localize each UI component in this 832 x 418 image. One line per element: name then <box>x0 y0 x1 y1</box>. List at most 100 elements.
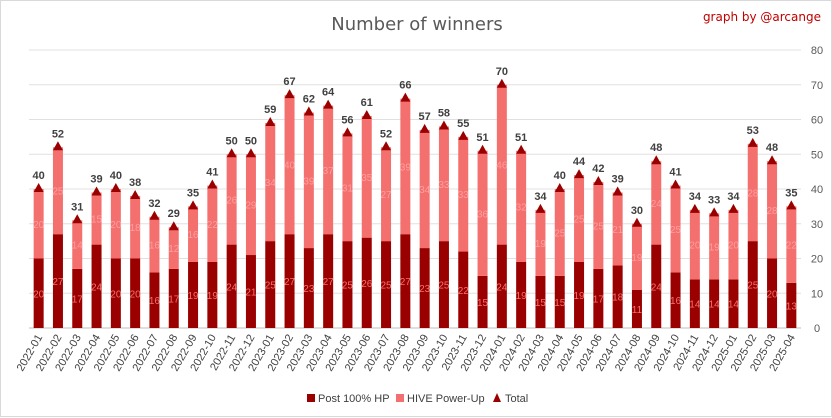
data-label-post: 27 <box>323 277 335 288</box>
data-label-total: 38 <box>129 177 141 189</box>
x-axis-ticks: 2022-012022-022022-032022-042022-052022-… <box>15 332 798 373</box>
data-label-post: 25 <box>265 281 277 292</box>
total-marker <box>130 189 141 199</box>
bar-post-100-hp <box>110 258 121 328</box>
bar-hive-power-up <box>33 189 44 259</box>
total-marker <box>381 141 392 151</box>
data-label-powerup: 26 <box>226 195 238 206</box>
grid-lines <box>29 49 801 329</box>
bar-post-100-hp <box>303 248 314 328</box>
total-marker <box>265 116 276 126</box>
bar-post-100-hp <box>265 241 276 328</box>
data-label-powerup: 37 <box>323 166 335 177</box>
bar-hive-power-up <box>689 209 700 280</box>
bar-post-100-hp <box>535 275 546 328</box>
data-label-post: 14 <box>709 300 721 311</box>
data-label-powerup: 25 <box>573 215 585 226</box>
data-label-total: 59 <box>264 104 276 116</box>
bar-hive-power-up <box>149 216 160 273</box>
data-label-powerup: 34 <box>265 178 277 189</box>
data-label-post: 24 <box>496 282 508 293</box>
bar-hive-power-up <box>670 185 681 273</box>
total-marker <box>52 141 63 151</box>
bar-post-100-hp <box>670 272 681 328</box>
chart-title: Number of winners <box>331 14 503 35</box>
data-label-total: 61 <box>361 97 373 109</box>
data-label-total: 70 <box>496 66 508 78</box>
data-label-total: 64 <box>322 87 335 99</box>
data-label-total: 32 <box>148 198 160 210</box>
data-label-post: 27 <box>284 277 296 288</box>
data-label-powerup: 28 <box>766 206 778 217</box>
bar-hive-power-up <box>207 185 218 262</box>
data-label-powerup: 19 <box>709 242 721 253</box>
chart-credit: graph by @arcange <box>703 10 821 24</box>
data-label-powerup: 12 <box>168 244 180 255</box>
data-label-powerup: 35 <box>361 173 373 184</box>
data-label-post: 20 <box>766 289 778 300</box>
bar-post-100-hp <box>593 268 604 328</box>
bar-post-100-hp <box>477 275 488 328</box>
bar-hive-power-up <box>188 206 199 262</box>
bar-hive-power-up <box>130 195 141 259</box>
data-label-powerup: 18 <box>130 223 142 234</box>
data-label-post: 17 <box>168 294 180 305</box>
bar-hive-power-up <box>728 209 739 280</box>
data-label-total: 57 <box>419 111 431 123</box>
data-label-powerup: 46 <box>496 161 508 172</box>
data-label-total: 48 <box>650 142 662 154</box>
bar-hive-power-up <box>265 122 276 242</box>
bar-hive-power-up <box>786 206 797 283</box>
data-label-powerup: 36 <box>477 209 489 220</box>
y-tick-label: 50 <box>811 149 823 161</box>
bar-post-100-hp <box>188 261 199 328</box>
bar-hive-power-up <box>400 98 411 235</box>
bar-post-100-hp <box>631 289 642 328</box>
bar-post-100-hp <box>747 241 758 328</box>
data-label-total: 48 <box>766 142 778 154</box>
data-label-total: 41 <box>206 167 218 179</box>
data-label-post: 21 <box>245 288 257 299</box>
total-marker <box>245 148 256 158</box>
data-label-powerup: 31 <box>342 183 354 194</box>
data-label-powerup: 22 <box>207 220 219 231</box>
total-marker <box>323 99 334 109</box>
data-label-total: 44 <box>573 156 586 168</box>
data-label-total: 40 <box>554 170 566 182</box>
data-label-post: 20 <box>130 289 142 300</box>
bar-post-100-hp <box>361 237 372 328</box>
bar-hive-power-up <box>419 129 430 249</box>
bar-post-100-hp <box>786 282 797 328</box>
data-label-post: 23 <box>303 284 315 295</box>
total-marker <box>438 120 449 130</box>
total-marker <box>631 217 642 227</box>
total-marker <box>110 183 121 192</box>
bar-post-100-hp <box>438 241 449 328</box>
bar-hive-power-up <box>361 116 372 238</box>
total-marker <box>651 155 662 165</box>
data-label-total: 66 <box>399 80 411 92</box>
bars: 20 20 40 27 25 52 17 14 31 24 15 39 20 20 40 20 18 38 16 16… <box>33 66 798 328</box>
y-tick-label: 10 <box>811 288 823 300</box>
bar-post-100-hp <box>207 261 218 328</box>
data-label-powerup: 25 <box>670 225 682 236</box>
bar-post-100-hp <box>516 261 527 328</box>
data-label-post: 17 <box>593 294 605 305</box>
total-marker <box>535 203 546 213</box>
total-marker <box>477 144 488 154</box>
data-label-post: 13 <box>786 301 798 312</box>
bar-hive-power-up <box>747 143 758 242</box>
data-label-total: 34 <box>534 191 547 203</box>
bar-hive-power-up <box>323 105 334 235</box>
data-label-post: 18 <box>612 293 624 304</box>
bar-post-100-hp <box>52 234 63 328</box>
total-marker <box>747 137 758 147</box>
data-label-total: 50 <box>245 135 257 147</box>
total-marker <box>593 176 604 186</box>
data-label-total: 51 <box>515 132 527 144</box>
legend-label-post: Post 100% HP <box>318 393 390 405</box>
data-label-post: 20 <box>33 289 45 300</box>
bar-post-100-hp <box>554 275 565 328</box>
data-label-total: 58 <box>438 107 450 119</box>
data-label-powerup: 20 <box>110 220 122 231</box>
